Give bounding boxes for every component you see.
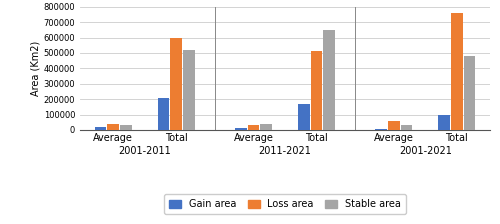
Bar — [183, 50, 195, 130]
Text: 2001-2021: 2001-2021 — [399, 146, 452, 156]
Bar — [170, 37, 182, 130]
Bar — [310, 51, 322, 130]
Bar — [388, 121, 400, 130]
Bar — [260, 124, 272, 130]
Bar — [235, 128, 246, 130]
Bar — [400, 125, 412, 130]
Bar — [438, 114, 450, 130]
Bar — [298, 104, 310, 130]
Text: 2011-2021: 2011-2021 — [258, 146, 312, 156]
Bar — [120, 125, 132, 130]
Text: 2001-2011: 2001-2011 — [118, 146, 171, 156]
Bar — [464, 56, 475, 130]
Bar — [94, 127, 106, 130]
Y-axis label: Area (Km2): Area (Km2) — [30, 41, 40, 96]
Bar — [324, 30, 335, 130]
Bar — [451, 13, 462, 130]
Bar — [158, 98, 170, 130]
Bar — [248, 125, 260, 130]
Legend: Gain area, Loss area, Stable area: Gain area, Loss area, Stable area — [164, 194, 406, 214]
Bar — [108, 124, 119, 130]
Bar — [375, 129, 387, 130]
